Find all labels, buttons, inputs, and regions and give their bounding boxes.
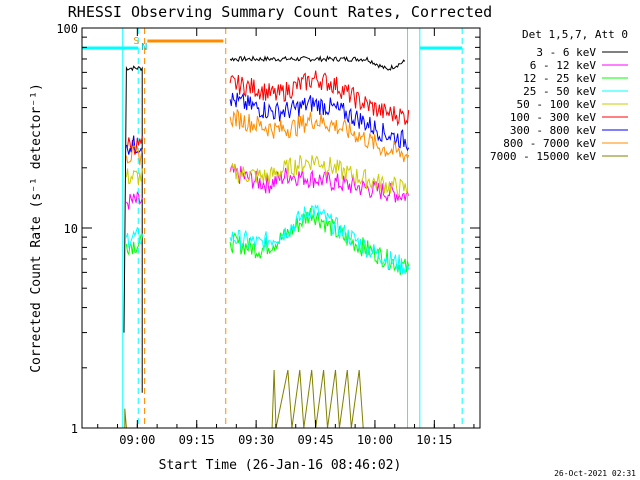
series-5-segment-0 bbox=[126, 136, 143, 155]
series-3-segment-1 bbox=[229, 203, 410, 275]
series-0-segment-1 bbox=[229, 55, 406, 71]
legend-label-6: 300 - 800 keV bbox=[510, 124, 596, 137]
legend-label-1: 6 - 12 keV bbox=[530, 59, 597, 72]
legend-label-5: 100 - 300 keV bbox=[510, 111, 596, 124]
legend-label-0: 3 - 6 keV bbox=[536, 46, 596, 59]
series-4-segment-0 bbox=[125, 168, 143, 186]
timestamp: 26-Oct-2021 02:31 bbox=[554, 469, 636, 478]
series-4 bbox=[125, 155, 409, 197]
x-tick-label-5: 10:15 bbox=[416, 433, 452, 447]
y-tick-label-2: 100 bbox=[56, 22, 78, 36]
night-flag-label: N bbox=[141, 42, 147, 53]
series-2 bbox=[125, 208, 410, 275]
legend-label-2: 12 - 25 keV bbox=[523, 72, 596, 85]
legend-label-8: 7000 - 15000 keV bbox=[490, 150, 596, 163]
x-tick-label-3: 09:45 bbox=[297, 433, 333, 447]
series-8-segment-1 bbox=[271, 369, 364, 429]
saa-flag-label: S bbox=[133, 36, 139, 47]
axis-ticks: 09:00 09:15 09:30 09:45 10:00 10:15 1 10 100 bbox=[56, 22, 480, 447]
series-5-segment-1 bbox=[229, 70, 410, 127]
x-tick-label-1: 09:15 bbox=[179, 433, 215, 447]
y-tick-label-0: 1 bbox=[71, 422, 78, 436]
series-4-segment-1 bbox=[229, 155, 409, 197]
series-6-segment-0 bbox=[125, 135, 143, 155]
chart-title: RHESSI Observing Summary Count Rates, Co… bbox=[68, 3, 492, 21]
x-axis-label: Start Time (26-Jan-16 08:46:02) bbox=[159, 458, 402, 473]
flags-layer: SN bbox=[82, 28, 463, 428]
series-1-segment-1 bbox=[229, 163, 410, 203]
series-7-segment-1 bbox=[229, 109, 410, 163]
legend-header: Det 1,5,7, Att 0 bbox=[522, 28, 628, 41]
legend-label-7: 800 - 7000 keV bbox=[503, 137, 596, 150]
x-tick-label-4: 10:00 bbox=[357, 433, 393, 447]
series-5 bbox=[126, 70, 410, 155]
y-axis-label: Corrected Count Rate (s⁻¹ detector⁻¹) bbox=[29, 83, 44, 373]
series-6 bbox=[125, 92, 410, 155]
series-1 bbox=[126, 163, 410, 210]
series-3 bbox=[125, 203, 410, 275]
series-8-segment-0 bbox=[124, 408, 127, 429]
y-tick-label-1: 10 bbox=[64, 222, 78, 236]
legend-label-4: 50 - 100 keV bbox=[517, 98, 597, 111]
series-8 bbox=[124, 369, 364, 429]
series-7 bbox=[125, 109, 410, 166]
x-tick-label-2: 09:30 bbox=[238, 433, 274, 447]
series-1-segment-0 bbox=[126, 191, 143, 210]
series-0 bbox=[123, 55, 406, 393]
series-3-segment-0 bbox=[125, 226, 143, 249]
series-layer bbox=[123, 55, 410, 429]
series-2-segment-1 bbox=[229, 208, 410, 275]
series-6-segment-1 bbox=[229, 92, 410, 152]
series-7-segment-0 bbox=[125, 145, 143, 166]
legend-label-3: 25 - 50 keV bbox=[523, 85, 596, 98]
series-0-segment-0 bbox=[123, 65, 143, 393]
x-tick-label-0: 09:00 bbox=[119, 433, 155, 447]
